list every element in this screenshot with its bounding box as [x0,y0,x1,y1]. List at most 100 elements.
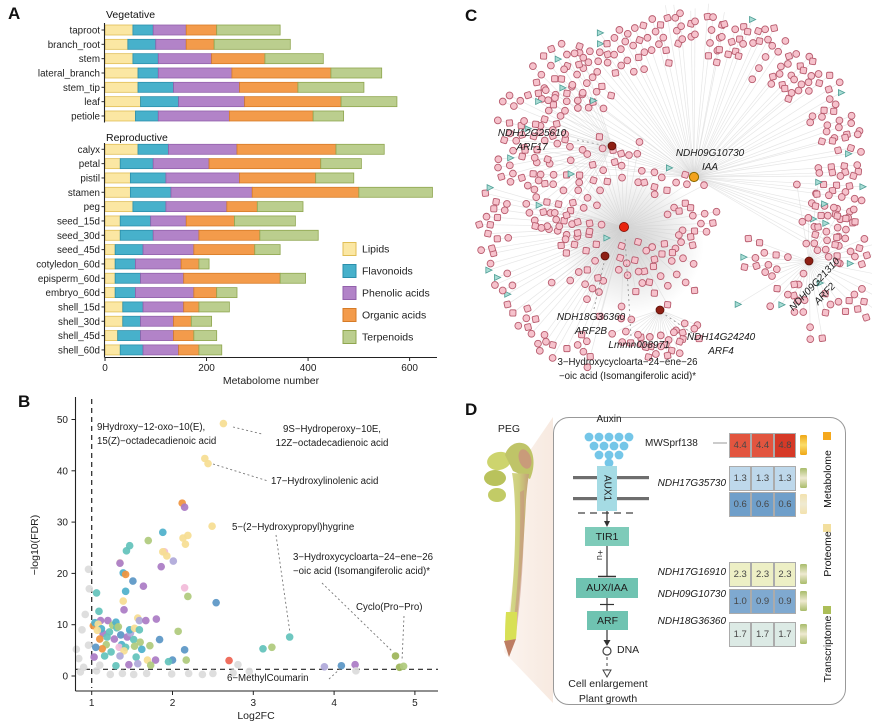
square-node [857,260,866,269]
square-node [596,312,604,320]
circle-node [514,321,523,330]
circle-node [629,41,638,50]
data-point [142,616,150,625]
circle-node [689,260,698,268]
auxin-dot [589,441,599,451]
network-label-arf4: NDH14G24240 ARF4 [659,331,783,358]
bar-segment [104,186,131,198]
row-label-calyx: calyx [78,145,100,156]
bar-segment [114,272,141,284]
triangle-node [504,290,512,298]
square-node [720,20,729,29]
data-point [81,610,90,619]
auxin-dot [604,432,614,442]
circle-node [596,186,604,195]
bar-segment [320,158,362,170]
square-node [562,211,571,220]
row-label-cotyledon_60d: cotyledon_60d [36,259,100,270]
bar-segment [185,24,218,36]
row-label-taproot: taproot [69,26,100,37]
heatmap-cell: 1.3 [729,466,752,491]
hub-iaa [688,171,700,183]
network-edge [532,65,613,147]
square-node [589,176,598,185]
triangle-node [603,234,611,242]
circle-node [617,45,625,54]
circle-node [560,65,568,74]
data-point [151,656,160,664]
data-point [320,662,329,671]
arrowhead [604,521,610,527]
triangle-node [740,253,748,261]
circle-node [541,86,550,95]
bar-segment [140,315,174,327]
network-edge [490,226,625,264]
circle-node [575,178,584,187]
bar-segment [198,301,230,313]
label-leader [593,257,606,310]
circle-node [657,173,666,182]
data-point [95,635,104,643]
network-edge [529,145,613,214]
circle-node [850,194,859,203]
circle-node [834,297,843,306]
bar-segment [193,330,218,341]
circle-node [588,73,597,82]
square-node [517,130,526,139]
square-node [704,52,712,60]
data-point [209,669,217,678]
network-edge [494,226,625,286]
circle-node [595,48,604,57]
data-point [184,592,192,601]
circle-node [683,180,691,189]
circle-node [647,46,656,54]
circle-node [680,319,689,328]
bar-segment [119,344,144,356]
bar-segment [122,315,141,327]
square-node [627,339,635,347]
network-edge [631,309,661,320]
square-node [563,344,571,353]
heatmap-cell: 0.9 [751,589,774,614]
square-node [862,313,871,322]
circle-node [579,53,588,62]
square-node [575,60,583,69]
circle-node [557,39,566,48]
circle-node [591,256,599,265]
circle-node [578,88,587,97]
arrowhead [603,640,611,646]
circle-node [672,270,681,279]
data-point [130,642,139,651]
data-point [121,587,130,596]
data-point [106,670,115,679]
circle-node [594,57,603,66]
triangle-node [666,164,674,172]
square-node [543,155,552,164]
network-edge [776,260,810,289]
data-point [204,459,212,468]
heatmap-cell: 2.3 [729,562,752,587]
circle-node [709,13,717,21]
bar-segment [129,186,172,198]
proteome-label: Proteome [822,531,834,577]
square-node [552,120,561,128]
circle-node [634,267,643,276]
triangle-node [749,15,757,24]
square-node [529,170,537,178]
circle-node [802,239,811,248]
square-node [541,179,549,188]
x-tick-label: 5 [412,698,418,709]
circle-node [841,188,850,196]
circle-node [566,142,574,151]
x-tick-label: 2 [170,698,176,709]
triangle-node [554,55,563,63]
circle-node [622,327,630,336]
circle-node [806,323,814,332]
circle-node [648,243,657,251]
circle-node [516,96,525,105]
circle-node [552,215,561,224]
network-label-iaa: NDH09G10730 IAA [648,147,772,174]
bar-segment [211,53,266,65]
row-label-stamen: stamen [68,188,100,199]
annotation-line: 9S−Hydroperoxy−10E, [282,424,381,435]
